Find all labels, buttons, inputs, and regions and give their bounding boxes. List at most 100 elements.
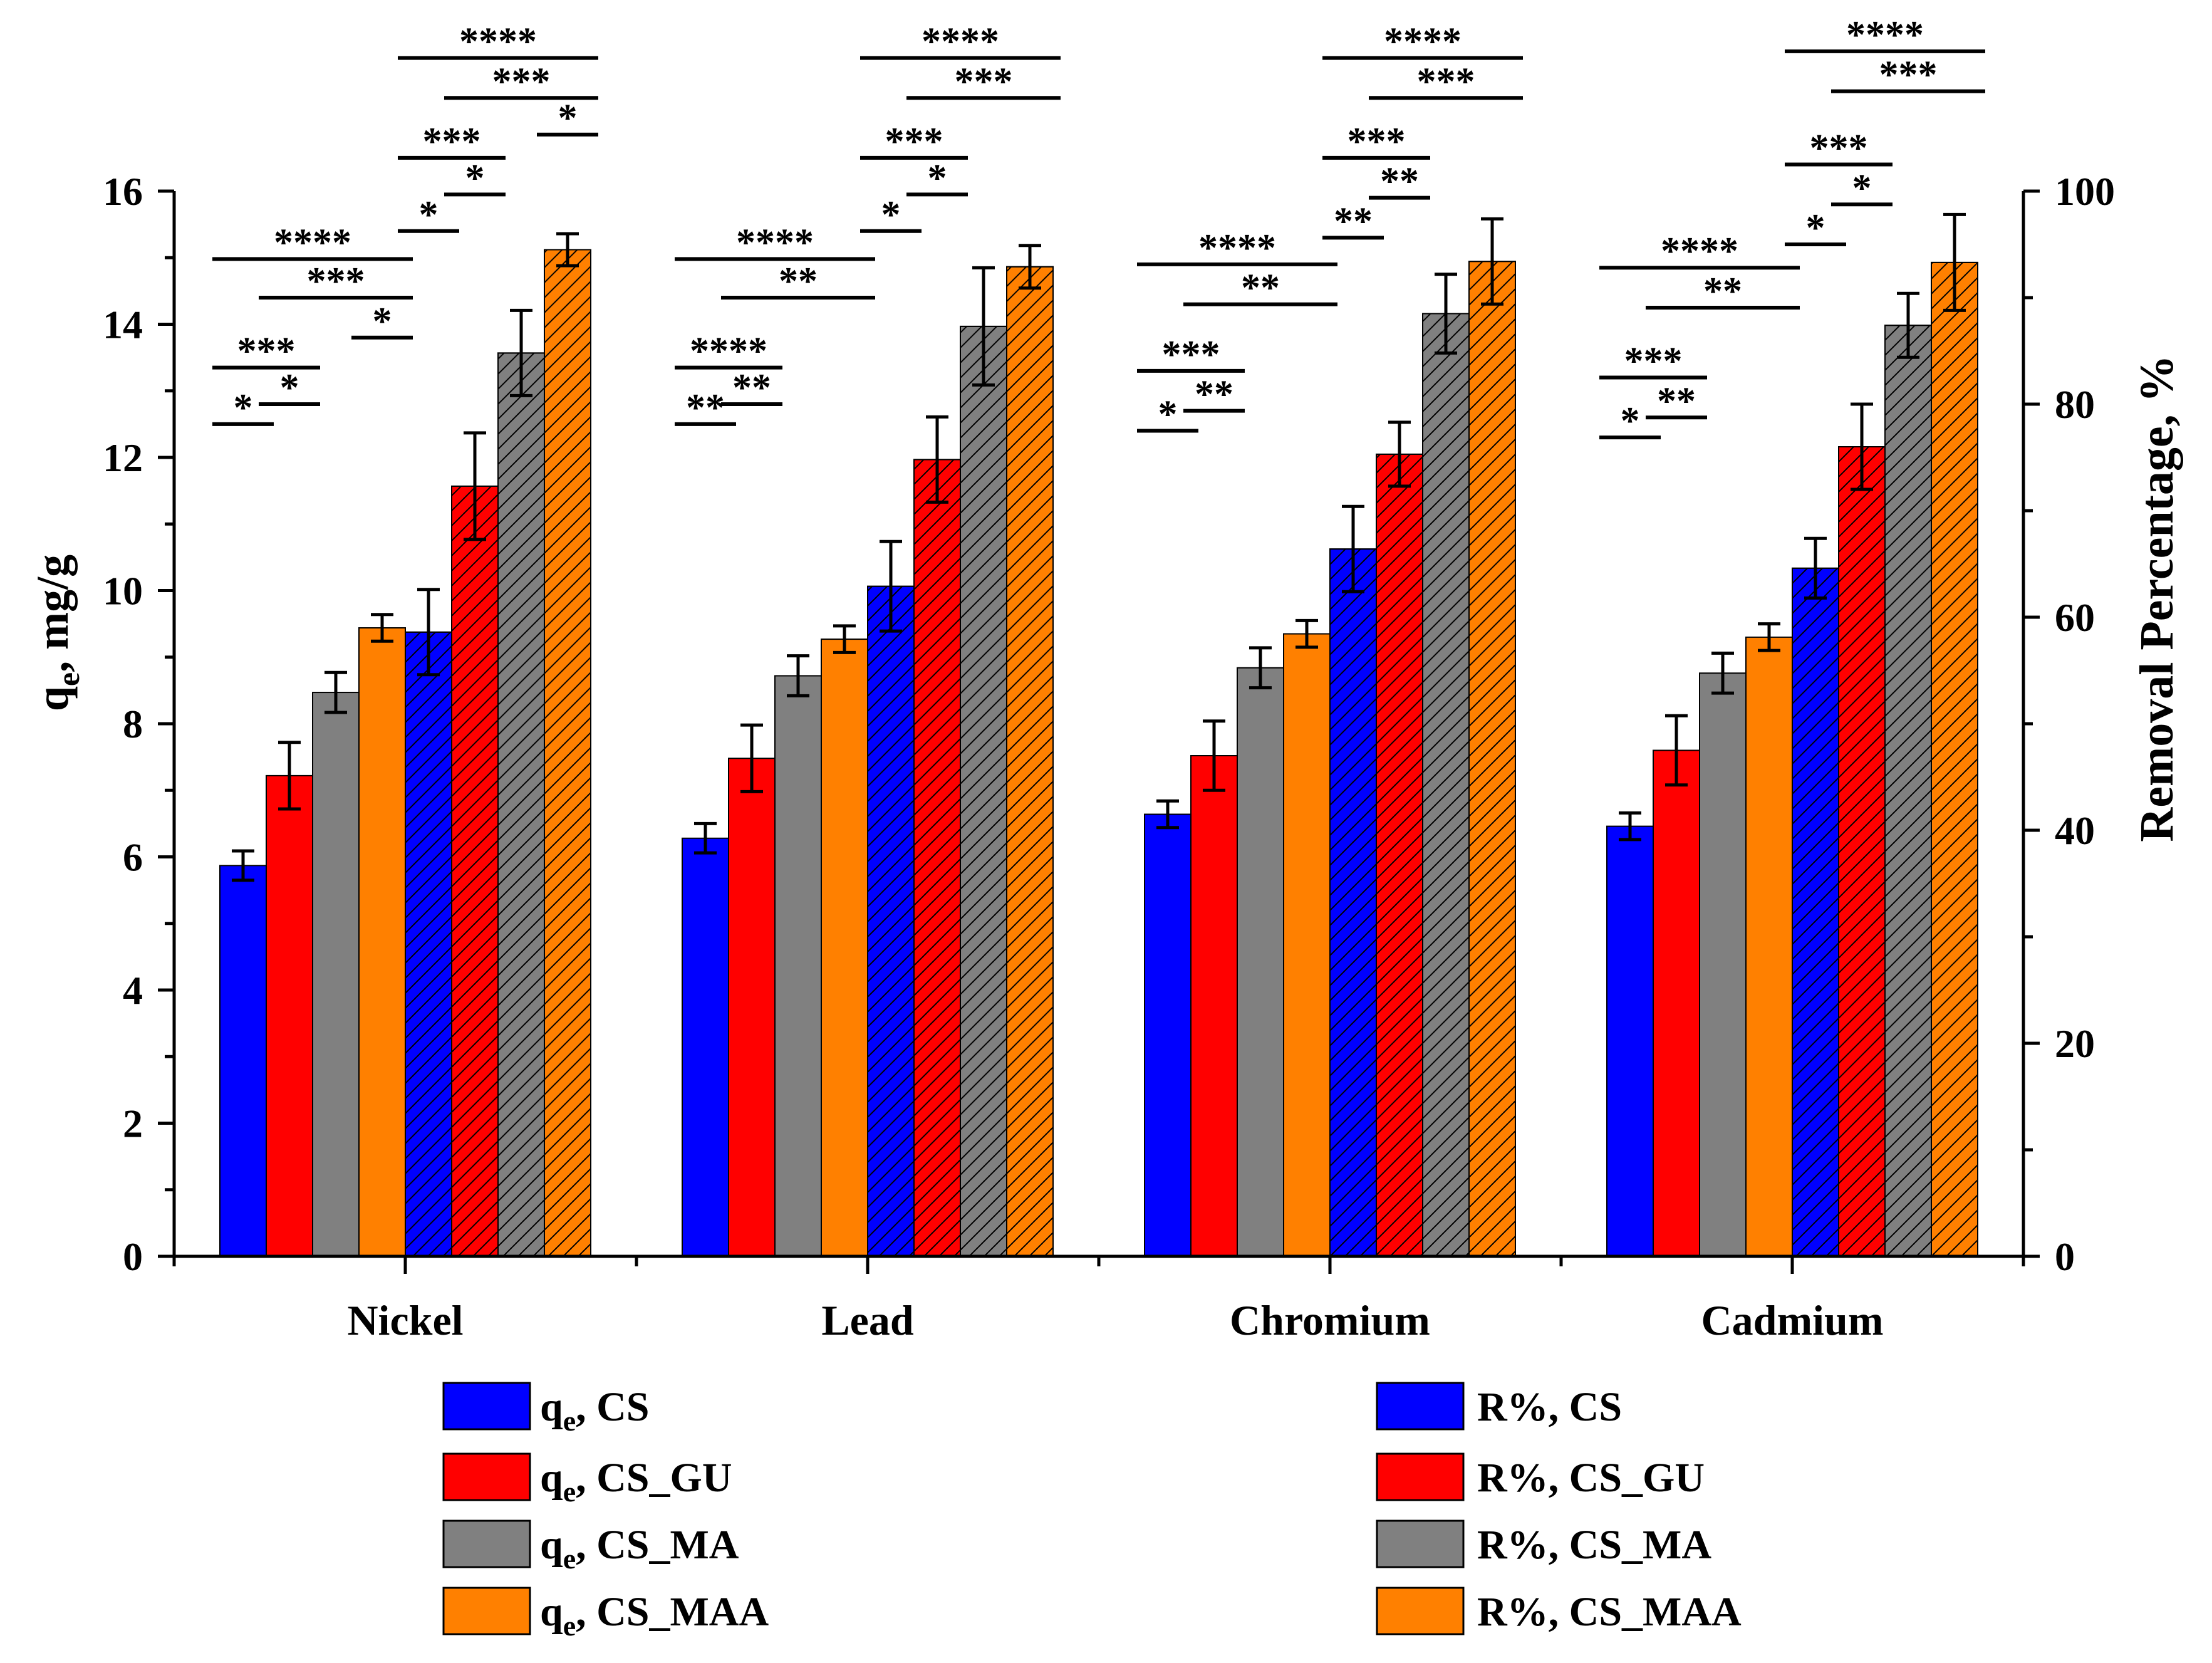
significance-label: ***	[1347, 120, 1406, 163]
significance-label: **	[779, 260, 818, 303]
significance-label: ****	[922, 21, 999, 63]
bar	[1144, 813, 1192, 1257]
significance-label: ***	[1417, 60, 1475, 103]
legend-label: R%, CS_GU	[1477, 1455, 1705, 1501]
significance-label: *	[1852, 167, 1872, 209]
significance-label: **	[686, 387, 725, 429]
y-axis-left-title: qe, mg/g	[28, 555, 86, 711]
significance-label: *	[1158, 394, 1178, 436]
legend-swatch	[1376, 1587, 1465, 1635]
bar-hatch	[867, 585, 915, 1258]
significance-label: ****	[1198, 227, 1276, 269]
significance-label: ***	[1879, 54, 1938, 96]
y-left-tick-label: 12	[103, 435, 143, 480]
significance-label: *	[928, 157, 947, 199]
significance-label: *	[465, 157, 485, 199]
y-right-tick-label: 80	[2055, 382, 2095, 427]
significance-label: ****	[459, 21, 537, 63]
significance-label: *	[1621, 400, 1640, 442]
significance-label: ***	[423, 120, 481, 163]
legend-swatch	[1376, 1520, 1465, 1568]
bar-hatch	[405, 631, 452, 1257]
bar	[774, 675, 822, 1257]
y-left-tick-label: 8	[123, 702, 143, 746]
y-left-tick-label: 14	[103, 303, 143, 347]
x-tick-label: Cadmium	[1701, 1296, 1884, 1344]
bar	[821, 639, 868, 1257]
bar-hatch	[1468, 261, 1516, 1258]
significance-label: ***	[1162, 333, 1220, 376]
significance-label: ***	[237, 330, 296, 373]
bar-hatch	[497, 352, 545, 1257]
bar-hatch	[1006, 266, 1054, 1258]
significance-label: *	[1806, 207, 1825, 249]
significance-label: **	[1334, 200, 1373, 242]
bar-hatch	[1884, 325, 1932, 1258]
y-axis-right-title: Removal Percentage, %	[2131, 355, 2183, 842]
bar	[219, 865, 267, 1257]
bar-hatch	[1931, 261, 1978, 1257]
legend-swatch	[442, 1520, 531, 1568]
bar	[1283, 633, 1331, 1257]
significance-label: ****	[1384, 21, 1462, 63]
bar	[1745, 636, 1793, 1257]
legend-label: R%, CS_MAA	[1477, 1589, 1742, 1635]
significance-label: *	[419, 194, 439, 236]
significance-label: ****	[690, 330, 767, 373]
y-left-tick-label: 6	[123, 835, 143, 880]
bar-hatch	[1422, 313, 1470, 1257]
y-left-tick-label: 10	[103, 569, 143, 613]
significance-label: *	[234, 387, 253, 429]
legend-label: qe, CS_GU	[540, 1455, 732, 1508]
bar	[1606, 825, 1654, 1257]
bar-hatch	[1376, 453, 1423, 1257]
bar-hatch	[1792, 567, 1839, 1257]
significance-label: **	[732, 367, 771, 409]
significance-label: ***	[1624, 340, 1683, 383]
significance-label: ***	[1810, 127, 1868, 170]
bar	[358, 627, 406, 1257]
legend-swatch	[442, 1587, 531, 1635]
significance-label: **	[1380, 160, 1419, 203]
y-left-tick-label: 4	[123, 968, 143, 1013]
bar-hatch	[1838, 446, 1886, 1257]
y-right-tick-label: 0	[2055, 1234, 2075, 1279]
x-tick-label: Chromium	[1230, 1296, 1430, 1344]
y-left-tick-label: 0	[123, 1234, 143, 1279]
legend-label: qe, CS	[540, 1384, 650, 1437]
significance-label: ****	[1661, 230, 1738, 273]
bar	[1190, 755, 1238, 1257]
bar	[728, 758, 776, 1257]
significance-label: **	[1703, 270, 1742, 313]
y-left-tick-label: 16	[103, 169, 143, 214]
significance-label: *	[881, 194, 901, 236]
significance-label: *	[373, 300, 392, 343]
y-right-tick-label: 40	[2055, 808, 2095, 853]
significance-label: ****	[274, 221, 351, 264]
bar-hatch	[1329, 548, 1377, 1258]
legend-swatch	[1376, 1452, 1465, 1501]
y-right-tick-label: 20	[2055, 1021, 2095, 1066]
bar-hatch	[960, 325, 1007, 1257]
y-right-tick-label: 60	[2055, 595, 2095, 640]
legend: qe, CS qe, CS_GU qe, CS_MA qe, CS_MAA R%, CS…	[442, 1382, 1742, 1642]
significance-label: ****	[736, 221, 814, 264]
bar-hatch	[913, 459, 961, 1257]
x-tick-label: Nickel	[347, 1296, 463, 1344]
bar	[1699, 672, 1747, 1257]
x-tick-label: Lead	[821, 1296, 914, 1344]
significance-label: ***	[492, 60, 551, 103]
bar-hatch	[451, 485, 499, 1257]
y-right-tick-label: 100	[2055, 169, 2115, 214]
legend-label: R%, CS	[1477, 1384, 1622, 1430]
bar	[1237, 667, 1284, 1257]
significance-label: ****	[1846, 14, 1924, 56]
bar	[266, 774, 313, 1257]
legend-swatch	[442, 1452, 531, 1501]
significance-label: ***	[885, 120, 943, 163]
significance-label: *	[280, 367, 299, 409]
significance-label: ***	[307, 260, 365, 303]
bar	[682, 837, 729, 1257]
legend-swatch	[442, 1382, 531, 1431]
